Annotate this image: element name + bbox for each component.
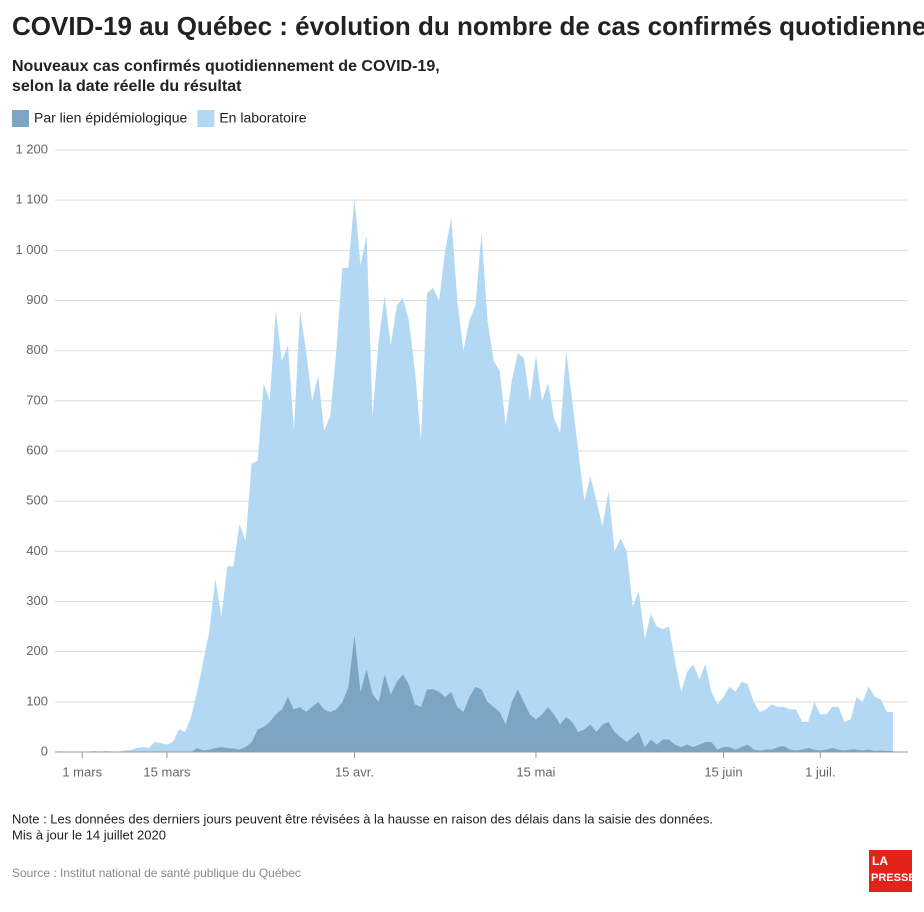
y-tick-label: 1 200 (15, 141, 48, 156)
subtitle: selon la date réelle du résultat (12, 78, 242, 95)
area (58, 634, 893, 752)
y-tick-label: 1 100 (15, 192, 48, 207)
y-tick-label: 700 (26, 392, 48, 407)
y-tick-label: 800 (26, 342, 48, 357)
chart-title: COVID-19 au Québec : évolution du nombre… (12, 11, 924, 41)
y-tick-label: 600 (26, 442, 48, 457)
y-tick-label: 500 (26, 493, 48, 508)
x-tick-label: 15 mars (143, 764, 190, 779)
x-tick-label: 15 juin (704, 764, 742, 779)
legend-swatch (12, 110, 29, 127)
logo-box (869, 850, 912, 892)
y-tick-label: 300 (26, 593, 48, 608)
legend-label: Par lien épidémiologique (34, 110, 188, 126)
note: Note : Les données des derniers jours pe… (12, 811, 713, 826)
y-tick-label: 900 (26, 292, 48, 307)
y-tick-label: 100 (26, 693, 48, 708)
y-tick-label: 400 (26, 543, 48, 558)
x-tick-label: 1 juil. (805, 764, 835, 779)
x-tick-label: 1 mars (62, 764, 102, 779)
legend-swatch (197, 110, 215, 127)
logo-text: PRESSE (871, 872, 916, 884)
logo-text: LA (872, 854, 888, 868)
y-tick-label: 0 (41, 743, 48, 758)
y-tick-label: 200 (26, 643, 48, 658)
subtitle: Nouveaux cas confirmés quotidiennement d… (12, 58, 440, 75)
x-tick-label: 15 avr. (335, 764, 374, 779)
x-tick-label: 15 mai (516, 764, 555, 779)
y-tick-label: 1 000 (15, 242, 48, 257)
legend-label: En laboratoire (219, 110, 306, 126)
updated: Mis à jour le 14 juillet 2020 (12, 827, 166, 842)
source: Source : Institut national de santé publ… (12, 866, 301, 880)
area (58, 197, 893, 752)
